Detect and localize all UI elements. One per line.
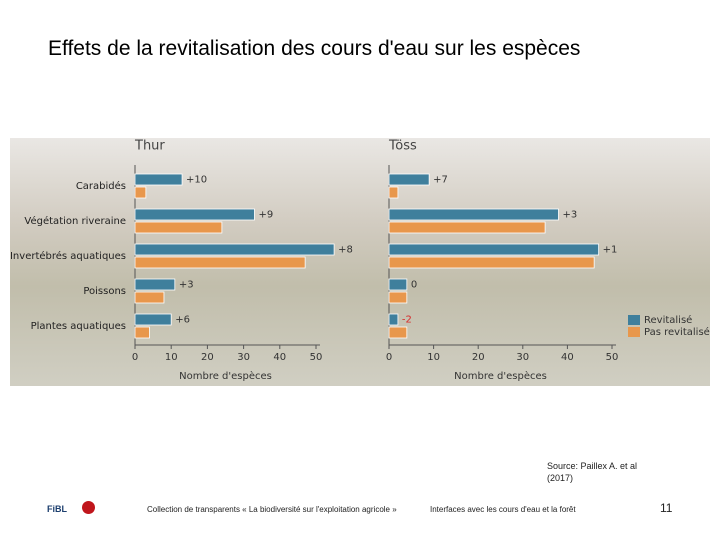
x-tick-label: 50 <box>310 352 323 363</box>
x-tick-label: 0 <box>132 352 138 363</box>
bar <box>388 326 408 339</box>
legend-swatch <box>628 315 640 325</box>
bar <box>134 186 147 199</box>
difference-label: 0 <box>411 280 417 291</box>
difference-label: +3 <box>179 280 194 291</box>
difference-label: +3 <box>562 210 577 221</box>
x-axis-label: Nombre d'espèces <box>179 370 272 382</box>
footer-topic: Interfaces avec les cours d'eau et la fo… <box>430 505 576 514</box>
x-tick-label: 50 <box>606 352 619 363</box>
x-tick-label: 10 <box>165 352 178 363</box>
legend-label: Revitalisé <box>644 314 692 326</box>
difference-label: +10 <box>186 175 207 186</box>
bar <box>388 186 399 199</box>
footer-collection: Collection de transparents « La biodiver… <box>147 505 397 514</box>
x-tick-label: 0 <box>386 352 392 363</box>
category-label: Végétation riveraine <box>24 215 126 227</box>
difference-label: +7 <box>433 175 448 186</box>
bar <box>134 313 172 326</box>
logo-text: FiBL <box>47 504 67 514</box>
category-label: Carabidés <box>76 180 126 192</box>
chart-title: Thur <box>134 139 165 154</box>
legend-swatch <box>628 327 640 337</box>
bar <box>134 256 306 269</box>
bar <box>134 221 223 234</box>
difference-label: +1 <box>603 245 618 256</box>
difference-label: +9 <box>258 210 273 221</box>
bar <box>388 173 430 186</box>
legend-label: Pas revitalisé <box>644 326 710 338</box>
bar <box>388 313 399 326</box>
bar <box>388 291 408 304</box>
difference-label: +8 <box>338 245 353 256</box>
bar <box>388 221 546 234</box>
bar <box>388 278 408 291</box>
chart-area: Thur 0 10 20 30 40 50 Nombre d'espèces Carabidés… <box>10 138 710 386</box>
x-tick-label: 40 <box>273 352 286 363</box>
bar <box>134 173 183 186</box>
bar <box>388 208 559 221</box>
x-tick-label: 30 <box>237 352 250 363</box>
logo-circle <box>82 501 95 514</box>
chart-title: Töss <box>388 139 417 154</box>
difference-label: +6 <box>175 315 190 326</box>
x-tick-label: 30 <box>516 352 529 363</box>
x-tick-label: 10 <box>427 352 440 363</box>
x-tick-label: 20 <box>201 352 214 363</box>
bar <box>388 256 595 269</box>
bar <box>134 243 335 256</box>
category-label: Poissons <box>83 286 126 297</box>
x-tick-label: 20 <box>472 352 485 363</box>
difference-label: -2 <box>402 315 412 326</box>
bar <box>134 291 165 304</box>
category-label: Invertébrés aquatiques <box>10 250 126 262</box>
x-axis-label: Nombre d'espèces <box>454 370 547 382</box>
page-number: 11 <box>660 501 673 515</box>
photo-background <box>10 138 710 386</box>
bar <box>388 243 600 256</box>
x-tick-label: 40 <box>561 352 574 363</box>
source: Source: Paillex A. et al (2017) <box>547 461 638 483</box>
bar <box>134 326 150 339</box>
bar <box>134 208 255 221</box>
bar <box>134 278 176 291</box>
category-label: Plantes aquatiques <box>31 321 126 332</box>
slide-title: Effets de la revitalisation des cours d'… <box>48 37 581 60</box>
